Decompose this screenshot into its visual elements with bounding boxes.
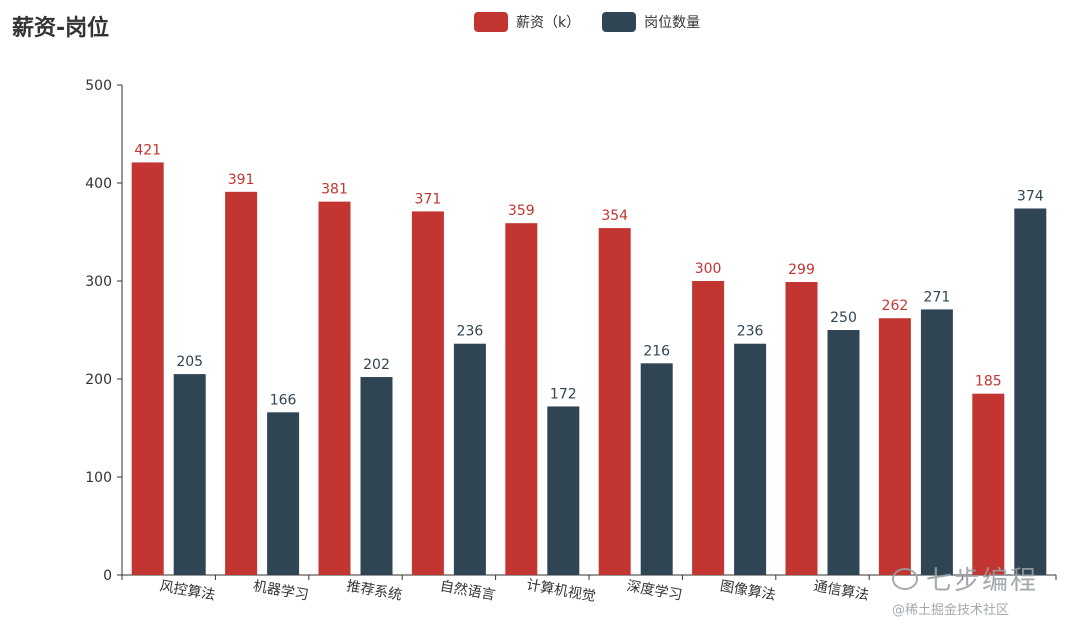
y-tick-label: 200: [85, 372, 112, 388]
watermark: 七步编程 @稀土掘金技术社区: [892, 560, 1038, 618]
legend-item-job-count[interactable]: 岗位数量: [602, 12, 700, 32]
bar-salary: [505, 223, 538, 575]
watermark-main-text: 七步编程: [926, 566, 1039, 596]
bar-job-count: [267, 412, 300, 575]
data-label-salary: 381: [321, 182, 348, 198]
legend-label-job-count: 岗位数量: [644, 15, 701, 31]
data-label-salary: 391: [228, 172, 255, 188]
legend-label-salary: 薪资（k）: [516, 15, 581, 31]
bar-salary: [972, 393, 1005, 575]
data-label-job-count: 271: [924, 289, 951, 305]
bar-salary: [131, 162, 164, 576]
data-label-salary: 359: [508, 203, 535, 219]
bar-job-count: [1014, 208, 1047, 576]
data-label-job-count: 172: [550, 386, 577, 402]
legend-swatch-job-count: [602, 12, 637, 32]
y-tick-label: 0: [103, 568, 112, 584]
chart-title: 薪资-岗位: [12, 16, 110, 41]
y-tick-label: 100: [85, 470, 112, 486]
bar-job-count: [453, 343, 486, 575]
y-tick-label: 500: [85, 78, 112, 94]
data-label-job-count: 374: [1017, 188, 1044, 204]
bar-job-count: [640, 363, 673, 575]
y-tick-label: 300: [85, 274, 112, 290]
x-category-label: 推荐系统: [345, 578, 403, 603]
wechat-icon: [892, 567, 918, 590]
bar-job-count: [920, 309, 953, 575]
data-label-salary: 300: [695, 261, 722, 277]
data-label-job-count: 202: [363, 357, 390, 373]
bar-salary: [598, 228, 631, 575]
data-label-salary: 371: [415, 191, 442, 207]
data-label-job-count: 236: [737, 324, 764, 340]
y-tick-label: 400: [85, 176, 112, 192]
data-label-salary: 185: [975, 374, 1002, 390]
legend-item-salary[interactable]: 薪资（k）: [474, 12, 580, 32]
x-category-label: 自然语言: [439, 577, 497, 603]
bar-salary: [878, 318, 911, 575]
x-category-label: 计算机视觉: [525, 577, 597, 605]
data-label-salary: 421: [134, 142, 161, 158]
data-label-job-count: 166: [270, 392, 297, 408]
bar-salary: [411, 211, 444, 576]
bar-salary: [225, 191, 258, 575]
watermark-sub-text: @稀土掘金技术社区: [892, 603, 1010, 618]
data-label-job-count: 250: [830, 310, 857, 326]
data-label-job-count: 216: [643, 343, 670, 359]
x-category-label: 深度学习: [625, 578, 683, 603]
legend-swatch-salary: [474, 12, 508, 32]
x-category-label: 风控算法: [158, 578, 216, 603]
data-label-job-count: 236: [457, 324, 484, 340]
bar-salary: [785, 281, 818, 575]
data-label-job-count: 205: [176, 354, 203, 370]
bar-job-count: [827, 330, 860, 575]
bar-salary: [318, 201, 351, 575]
x-category-label: 机器学习: [252, 578, 310, 603]
bar-job-count: [360, 377, 393, 575]
data-label-salary: 262: [882, 298, 909, 314]
chart-legend: 薪资（k） 岗位数量: [474, 12, 700, 32]
bar-salary: [692, 281, 725, 575]
bar-job-count: [547, 406, 580, 575]
data-label-salary: 354: [601, 208, 628, 224]
bar-job-count: [734, 343, 767, 575]
x-category-label: 通信算法: [812, 578, 870, 603]
bar-job-count: [173, 374, 206, 575]
x-category-label: 图像算法: [719, 578, 777, 603]
data-label-salary: 299: [788, 262, 815, 278]
